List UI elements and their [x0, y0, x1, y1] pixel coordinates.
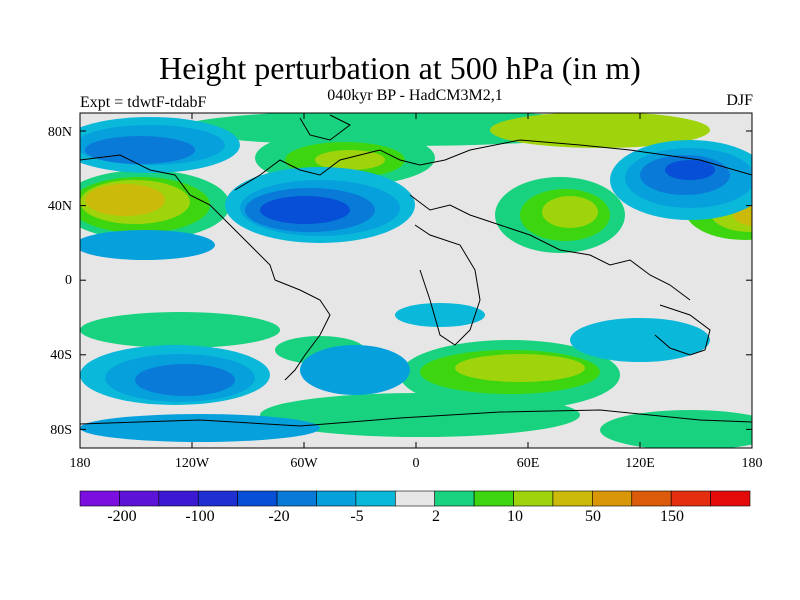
- colorbar: [79, 490, 751, 507]
- colorbar-swatch: [394, 490, 436, 507]
- lon-label: 180: [69, 456, 91, 471]
- colorbar-label: 150: [660, 508, 684, 525]
- colorbar-swatch: [316, 490, 357, 507]
- colorbar-label: 2: [432, 508, 440, 525]
- colorbar-swatch: [276, 490, 317, 507]
- chart-title: Height perturbation at 500 hPa (in m): [159, 50, 641, 86]
- lon-label: 120E: [625, 456, 655, 471]
- lon-label: 0: [412, 456, 420, 471]
- colorbar-swatch: [237, 490, 278, 507]
- season-label: DJF: [726, 92, 753, 109]
- colorbar-swatch: [434, 490, 475, 507]
- lon-label: 120W: [174, 456, 210, 471]
- lat-label: 40N: [47, 199, 72, 214]
- coastlines: [80, 114, 752, 427]
- colorbar-label: -5: [350, 508, 364, 525]
- lat-label: 40S: [50, 348, 72, 363]
- lon-label: 180: [741, 456, 763, 471]
- colorbar-swatch: [158, 490, 199, 507]
- lon-label: 60E: [516, 456, 540, 471]
- colorbar-label: -200: [107, 508, 137, 525]
- contour-layer: [80, 113, 752, 448]
- colorbar-swatch: [473, 490, 514, 507]
- colorbar-swatch: [631, 490, 672, 507]
- colorbar-swatch: [79, 490, 120, 507]
- chart-subtitle: 040kyr BP - HadCM3M2,1: [327, 87, 503, 104]
- colorbar-swatch: [710, 490, 751, 507]
- map-ticks: [79, 113, 753, 448]
- lon-label: 60W: [290, 456, 318, 471]
- lat-label: 80S: [50, 423, 72, 438]
- colorbar-label: -20: [268, 508, 290, 525]
- colorbar-swatch: [592, 490, 633, 507]
- colorbar-swatch: [197, 490, 238, 507]
- colorbar-swatch: [355, 490, 396, 507]
- lat-label: 0: [65, 273, 72, 288]
- colorbar-swatch: [670, 490, 711, 507]
- lat-label: 80N: [47, 125, 72, 140]
- colorbar-label: 50: [585, 508, 601, 525]
- experiment-label: Expt = tdwtF-tdabF: [80, 94, 207, 111]
- colorbar-swatch: [513, 490, 554, 507]
- colorbar-label: -100: [185, 508, 215, 525]
- colorbar-label: 10: [507, 508, 523, 525]
- colorbar-swatch: [119, 490, 160, 507]
- colorbar-swatch: [552, 490, 593, 507]
